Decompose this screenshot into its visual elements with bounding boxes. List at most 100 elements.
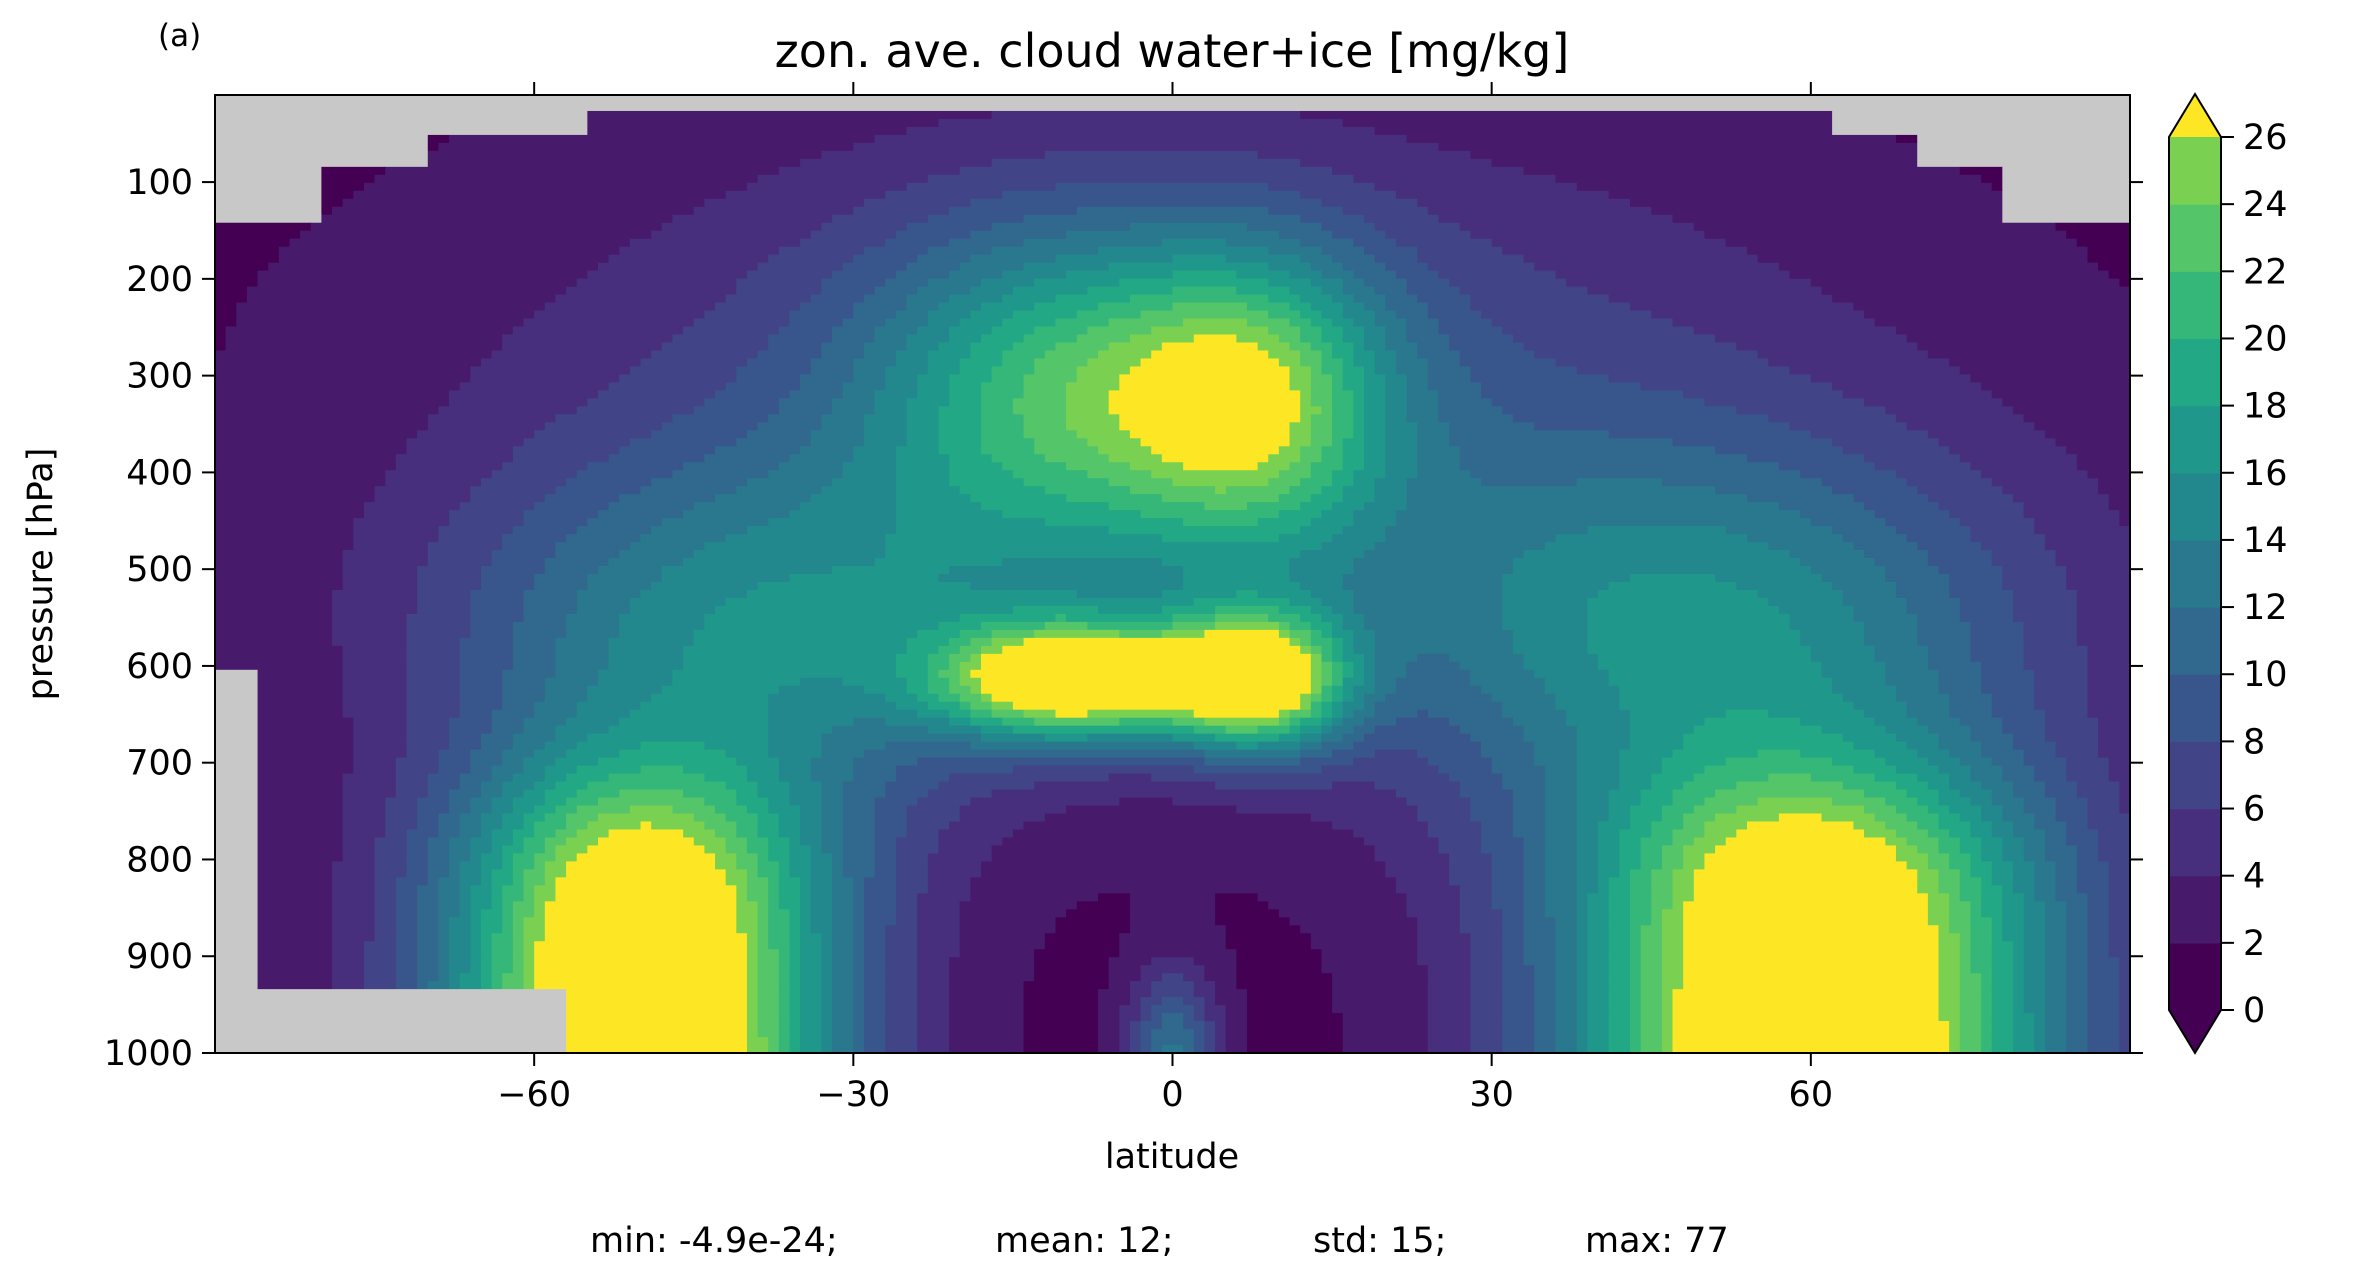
contour-cell (2044, 901, 2067, 910)
contour-cell (651, 693, 769, 703)
contour-cell (215, 134, 429, 144)
contour-cell (1608, 925, 1631, 934)
contour-cell (1161, 1021, 1184, 1030)
contour-cell (746, 877, 769, 886)
contour-cell (832, 925, 854, 934)
contour-cell (2076, 861, 2110, 870)
contour-cell (1321, 653, 1333, 663)
contour-cell (257, 981, 333, 990)
contour-cell (1523, 925, 1557, 934)
contour-cell (1661, 1037, 1674, 1046)
contour-cell (1608, 949, 1631, 958)
contour-cell (1161, 558, 1291, 567)
contour-cell (1608, 981, 1631, 990)
contour-cell (1544, 781, 1578, 791)
contour-cell (1512, 797, 1546, 807)
contour-cell (1257, 893, 1408, 902)
contour-cell (2087, 997, 2120, 1006)
contour-cell (768, 797, 791, 807)
contour-cell (1427, 829, 1482, 839)
contour-cell (449, 925, 471, 934)
contour-cell (981, 414, 1025, 423)
contour-cell (459, 693, 503, 703)
contour-cell (1140, 1021, 1163, 1030)
contour-cell (1864, 637, 1918, 647)
contour-cell (1257, 589, 1312, 599)
contour-cell (1938, 813, 1961, 823)
contour-cell (470, 749, 503, 759)
contour-cell (1129, 222, 1248, 232)
contour-cell (1555, 973, 1578, 982)
contour-cell (2044, 430, 2130, 439)
contour-cell (1981, 741, 2014, 751)
contour-cell (1587, 605, 1780, 615)
contour-cell (863, 941, 886, 950)
contour-cell (1629, 1029, 1642, 1038)
contour-cell (1534, 1005, 1557, 1014)
contour-cell (1640, 382, 1833, 391)
contour-cell (949, 1029, 1025, 1038)
contour-cell (1991, 989, 2014, 998)
contour-cell (1406, 901, 1461, 910)
contour-cell (1364, 653, 1376, 663)
contour-cell (502, 781, 535, 791)
contour-cell (800, 382, 844, 391)
contour-cell (1544, 877, 1578, 886)
contour-cell (1406, 278, 1450, 288)
contour-cell (2044, 534, 2130, 543)
contour-cell (1140, 510, 1280, 519)
contour-cell (512, 901, 535, 910)
contour-cell (1225, 1021, 1248, 1030)
contour-cell (215, 558, 344, 567)
contour-cell (810, 869, 833, 878)
contour-cell (832, 1013, 854, 1022)
contour-cell (970, 310, 1014, 320)
contour-cell (629, 238, 801, 248)
contour-cell (576, 765, 642, 775)
contour-cell (1119, 414, 1301, 423)
contour-cell (1300, 454, 1323, 463)
contour-cell (1119, 1045, 1131, 1053)
contour-cell (1364, 302, 1386, 312)
contour-cell (1502, 949, 1525, 958)
stat-max: max: 77 (1585, 1221, 1729, 1261)
contour-cell (970, 198, 1323, 208)
contour-cell (1917, 158, 2130, 168)
contour-cell (1544, 789, 1578, 799)
contour-cell (768, 733, 823, 743)
contour-cell (672, 214, 833, 224)
contour-cell (1917, 621, 1972, 631)
contour-cell (1374, 126, 1833, 136)
contour-cell (502, 853, 514, 862)
contour-cell (672, 334, 769, 344)
contour-cell (725, 749, 769, 759)
contour-cell (2012, 949, 2025, 958)
contour-cell (215, 621, 333, 631)
contour-cell (215, 310, 237, 320)
contour-cell (1108, 478, 1174, 487)
contour-cell (810, 893, 833, 902)
contour-cell (938, 645, 961, 655)
contour-cell (1012, 398, 1067, 407)
contour-cell (215, 326, 227, 336)
contour-cell (1523, 885, 1546, 894)
contour-cell (502, 901, 514, 910)
contour-cell (1129, 925, 1227, 934)
contour-cell (1587, 1045, 1610, 1053)
contour-cell (459, 901, 471, 910)
contour-cell (1683, 957, 1940, 966)
contour-cell (778, 462, 844, 471)
contour-cell (1342, 118, 1833, 128)
contour-cell (1172, 478, 1269, 487)
contour-cell (778, 949, 791, 958)
x-tick-label: 30 (1469, 1075, 1514, 1115)
contour-cell (1289, 709, 1312, 719)
contour-cell (1342, 701, 1365, 711)
contour-cell (470, 613, 525, 623)
contour-cell (693, 550, 886, 559)
stat-std: std: 15; (1313, 1221, 1446, 1261)
contour-cell (576, 470, 674, 479)
contour-cell (1874, 558, 1929, 567)
contour-cell (1012, 406, 1067, 415)
contour-cell (1310, 430, 1333, 439)
